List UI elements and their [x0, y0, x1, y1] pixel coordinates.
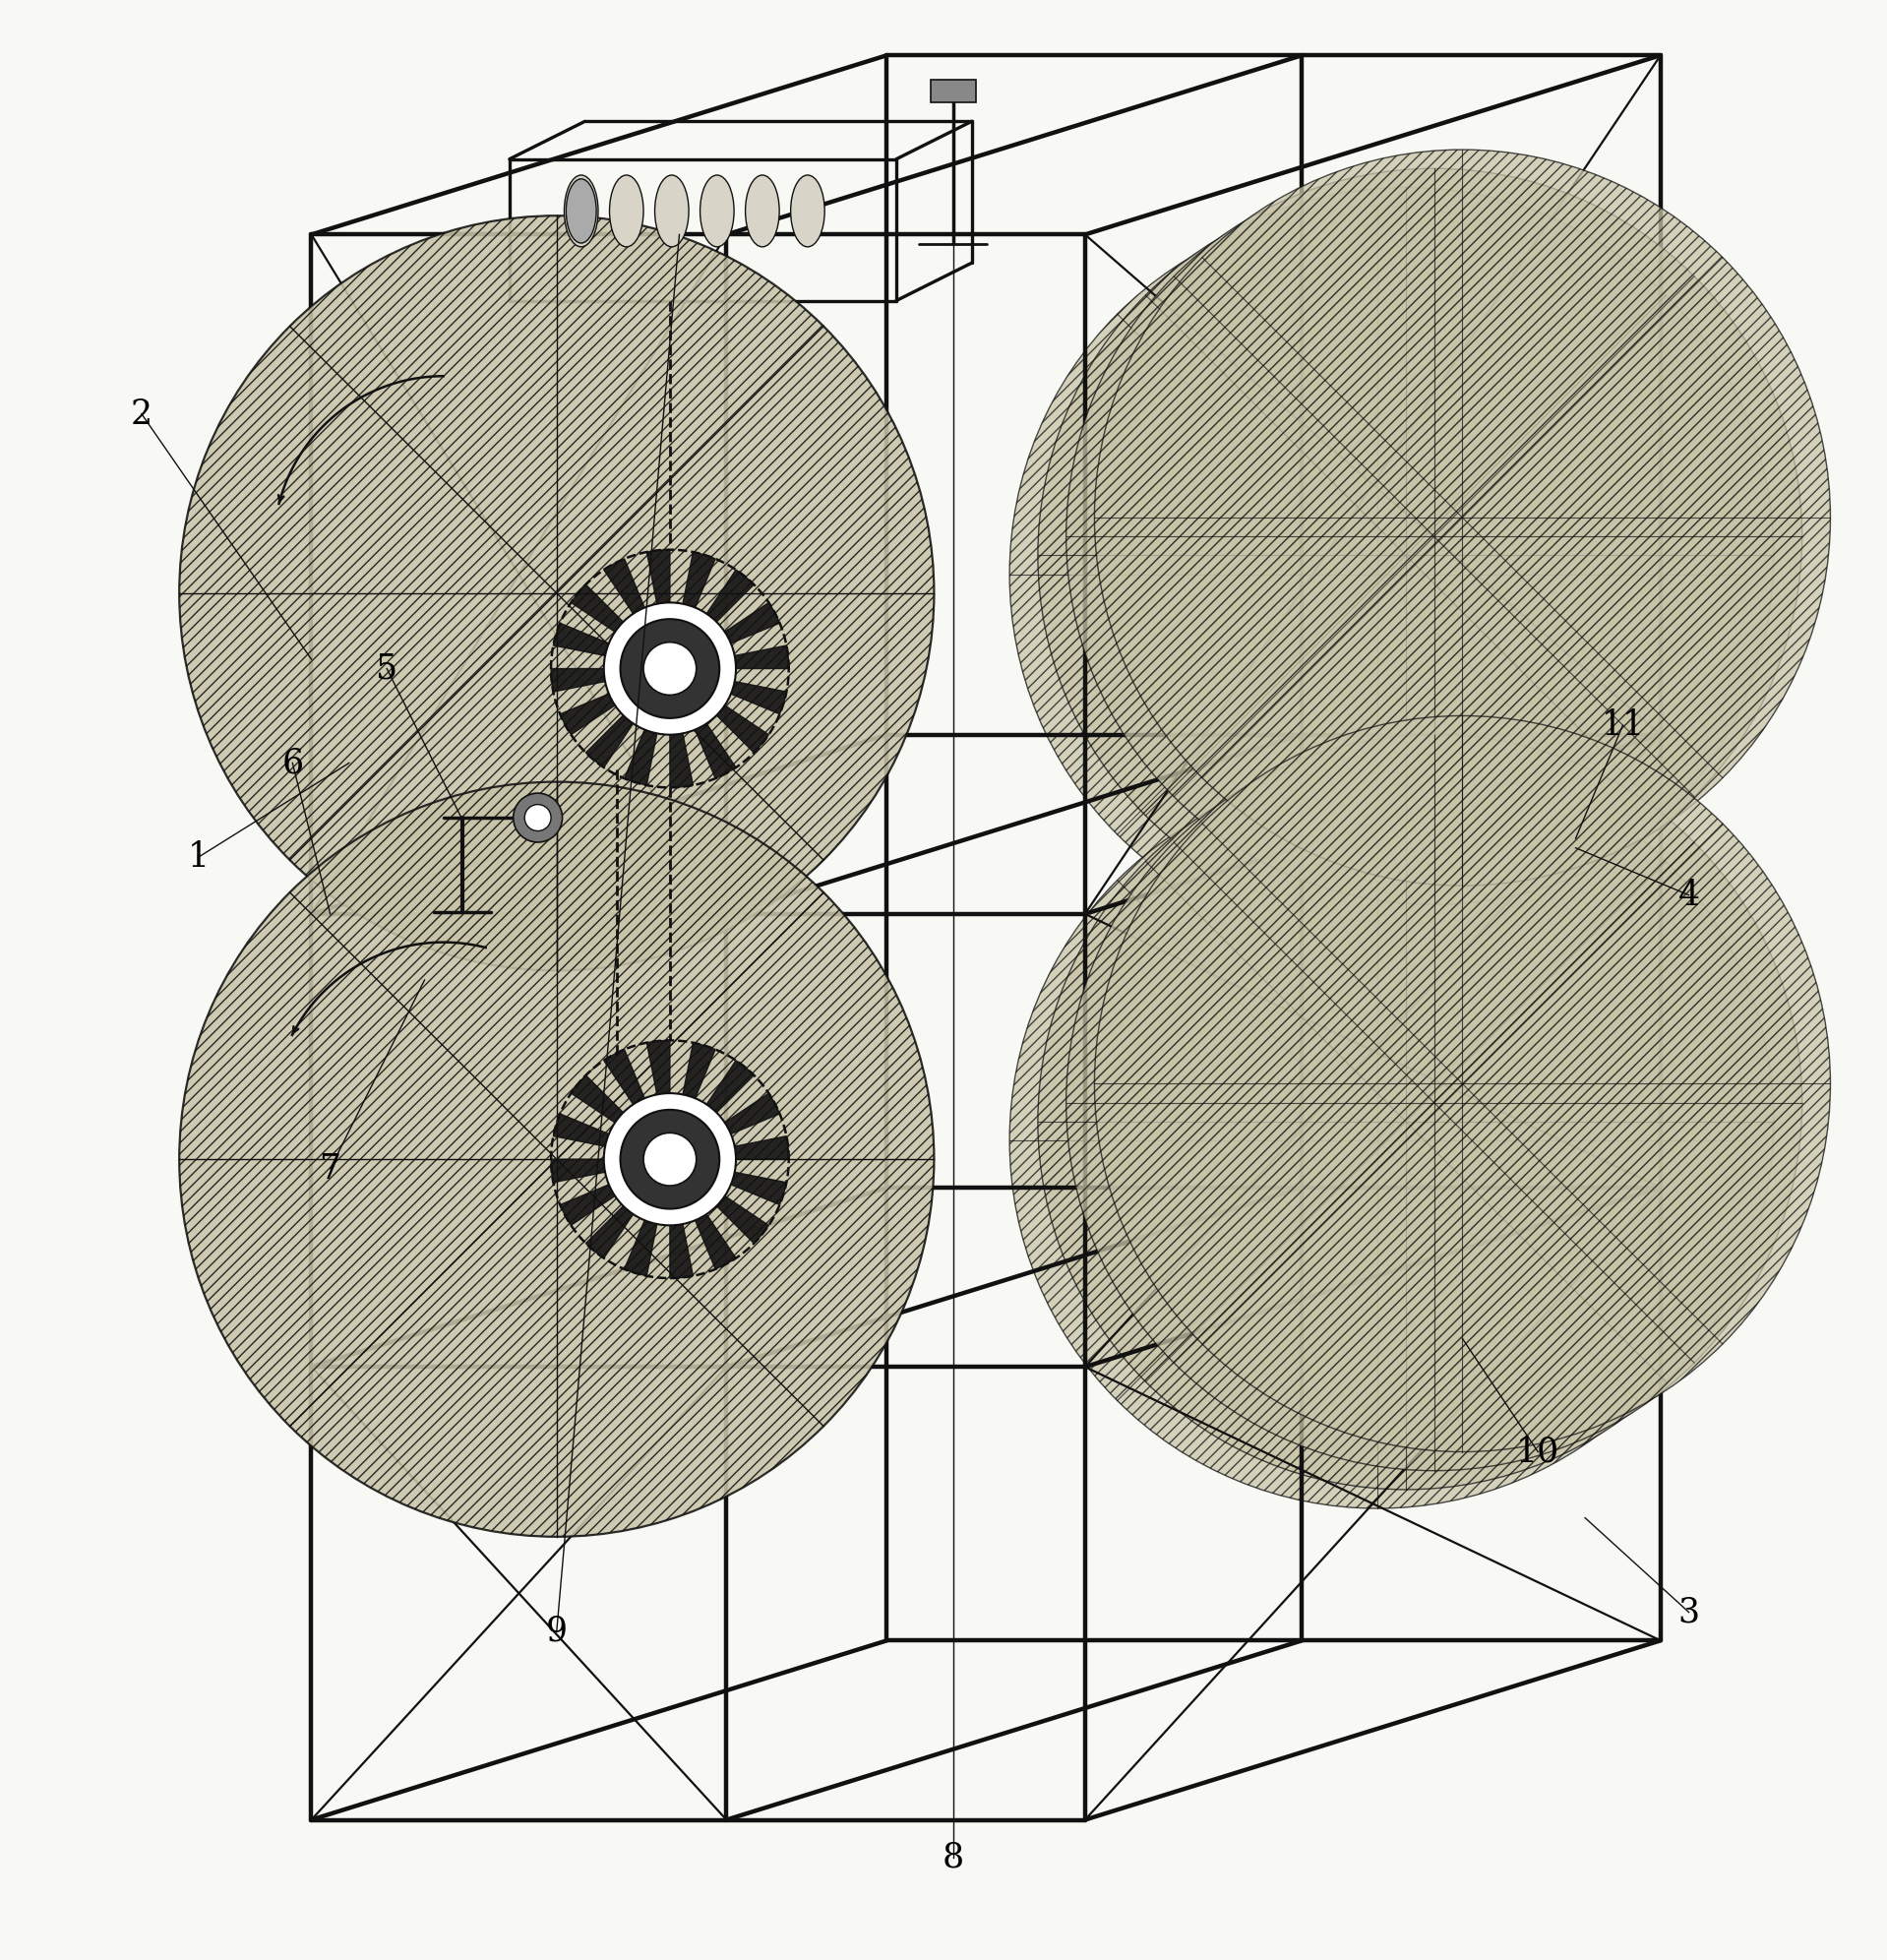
Polygon shape [706, 570, 755, 621]
Circle shape [1094, 149, 1830, 886]
Polygon shape [604, 1049, 645, 1103]
Circle shape [1066, 735, 1802, 1470]
Polygon shape [572, 584, 623, 631]
Circle shape [1066, 169, 1802, 904]
Circle shape [513, 794, 562, 843]
Circle shape [179, 782, 934, 1537]
Polygon shape [725, 602, 779, 643]
Polygon shape [717, 706, 768, 753]
Polygon shape [717, 1196, 768, 1243]
Polygon shape [560, 694, 615, 735]
Circle shape [643, 1133, 696, 1186]
Polygon shape [706, 1060, 755, 1113]
Polygon shape [694, 723, 736, 778]
Ellipse shape [564, 174, 598, 247]
Circle shape [525, 804, 551, 831]
Circle shape [1038, 188, 1774, 923]
Polygon shape [647, 549, 670, 604]
Circle shape [1038, 753, 1774, 1490]
Circle shape [643, 643, 696, 696]
Text: 11: 11 [1600, 708, 1645, 743]
Text: 7: 7 [319, 1152, 342, 1186]
Text: 4: 4 [1678, 878, 1700, 911]
Ellipse shape [610, 174, 643, 247]
Polygon shape [730, 1172, 787, 1205]
Circle shape [604, 602, 736, 735]
Polygon shape [625, 1221, 657, 1276]
Ellipse shape [700, 174, 734, 247]
Text: 1: 1 [187, 841, 209, 874]
Ellipse shape [791, 174, 825, 247]
Polygon shape [551, 668, 606, 692]
Polygon shape [734, 1137, 789, 1158]
Polygon shape [551, 1158, 606, 1182]
Polygon shape [553, 623, 610, 657]
Text: 9: 9 [545, 1615, 568, 1648]
Ellipse shape [566, 178, 596, 243]
Polygon shape [734, 645, 789, 668]
Circle shape [1094, 715, 1830, 1452]
Polygon shape [553, 1113, 610, 1147]
Text: 10: 10 [1515, 1435, 1561, 1468]
Circle shape [1010, 206, 1745, 943]
Polygon shape [670, 1225, 693, 1278]
Ellipse shape [655, 174, 689, 247]
Polygon shape [625, 729, 657, 786]
Text: 6: 6 [281, 747, 304, 780]
Polygon shape [585, 1205, 634, 1258]
Circle shape [1010, 772, 1745, 1509]
Ellipse shape [745, 174, 779, 247]
Text: 8: 8 [942, 1840, 964, 1874]
Circle shape [179, 216, 934, 970]
Polygon shape [694, 1213, 736, 1270]
Polygon shape [647, 1041, 670, 1094]
Polygon shape [560, 1184, 615, 1225]
Polygon shape [572, 1076, 623, 1123]
Bar [930, 80, 976, 102]
Circle shape [621, 619, 719, 717]
Polygon shape [683, 553, 715, 608]
Polygon shape [670, 733, 693, 788]
Text: 2: 2 [130, 398, 153, 431]
Polygon shape [585, 715, 634, 768]
Circle shape [621, 1109, 719, 1209]
Polygon shape [730, 682, 787, 713]
Polygon shape [683, 1043, 715, 1098]
Circle shape [604, 1094, 736, 1225]
Polygon shape [604, 559, 645, 613]
Text: 5: 5 [376, 653, 398, 686]
Text: 3: 3 [1678, 1595, 1700, 1629]
Polygon shape [725, 1094, 779, 1135]
